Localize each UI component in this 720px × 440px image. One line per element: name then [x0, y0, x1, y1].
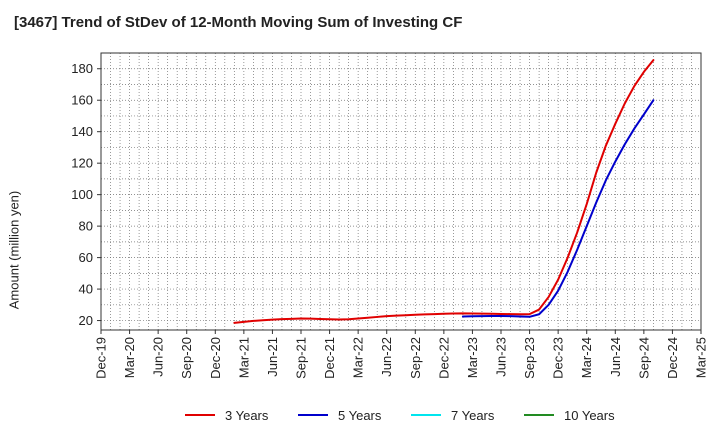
legend-swatch [298, 414, 328, 416]
x-tick-label: Mar-24 [579, 337, 594, 378]
legend: 3 Years 5 Years 7 Years 10 Years [0, 405, 720, 425]
legend-item: 3 Years [185, 405, 268, 425]
legend-label: 10 Years [564, 407, 615, 423]
legend-swatch [411, 414, 441, 416]
x-tick-label: Mar-20 [122, 337, 137, 378]
x-tick-label: Sep-20 [179, 337, 194, 379]
legend-item: 10 Years [524, 405, 615, 425]
y-tick-label: 80 [79, 219, 93, 234]
y-tick-label: 20 [79, 313, 93, 328]
x-tick-label: Mar-23 [465, 337, 480, 378]
x-tick-label: Dec-19 [94, 337, 109, 379]
x-tick-label: Dec-24 [665, 337, 680, 379]
y-tick-label: 100 [71, 187, 93, 202]
series-line-3-years [233, 59, 655, 324]
y-tick-label: 40 [79, 282, 93, 297]
x-tick-label: Sep-21 [294, 337, 309, 379]
plot-border [100, 52, 702, 331]
legend-label: 5 Years [338, 407, 382, 423]
plot-area [101, 53, 701, 330]
x-tick-label: Jun-24 [608, 337, 623, 377]
y-tick-label: 180 [71, 61, 93, 76]
x-tick-label: Dec-21 [322, 337, 337, 379]
legend-item: 5 Years [298, 405, 381, 425]
series-line-5-years [461, 99, 655, 318]
legend-swatch [185, 414, 215, 416]
x-tick-label: Jun-22 [379, 337, 394, 377]
legend-item: 7 Years [411, 405, 494, 425]
x-tick-label: Sep-22 [408, 337, 423, 379]
x-tick-label: Jun-23 [494, 337, 509, 377]
x-tick-label: Mar-22 [351, 337, 366, 378]
legend-label: 3 Years [225, 407, 269, 423]
legend-swatch [524, 414, 554, 416]
x-tick-label: Jun-21 [265, 337, 280, 377]
y-tick-label: 60 [79, 250, 93, 265]
chart-title: [3467] Trend of StDev of 12-Month Moving… [14, 14, 463, 31]
x-tick-label: Mar-21 [236, 337, 251, 378]
x-tick-label: Dec-23 [551, 337, 566, 379]
y-tick-label: 140 [71, 124, 93, 139]
x-tick-label: Dec-22 [436, 337, 451, 379]
x-tick-label: Mar-25 [694, 337, 709, 378]
y-tick-label: 120 [71, 156, 93, 171]
x-tick-label: Sep-23 [522, 337, 537, 379]
x-tick-label: Dec-20 [208, 337, 223, 379]
x-tick-label: Sep-24 [636, 337, 651, 379]
legend-label: 7 Years [451, 407, 495, 423]
x-tick-label: Jun-20 [151, 337, 166, 377]
y-tick-label: 160 [71, 93, 93, 108]
